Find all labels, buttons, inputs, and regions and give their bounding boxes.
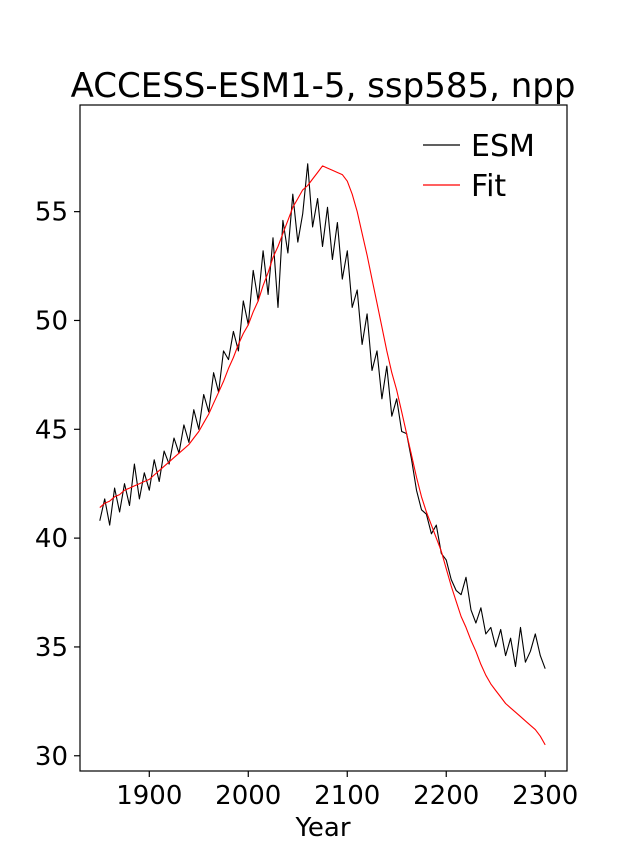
x-tick-label: 2200 — [413, 781, 479, 811]
y-tick-label: 35 — [35, 633, 68, 663]
legend: ESM Fit — [423, 129, 535, 204]
x-tick-label: 2300 — [512, 781, 578, 811]
x-tick-label: 2000 — [215, 781, 281, 811]
y-tick-label: 50 — [35, 306, 68, 336]
x-tick-label: 2100 — [314, 781, 380, 811]
x-axis-label: Year — [294, 813, 350, 843]
legend-label-esm: ESM — [471, 129, 535, 164]
y-tick-label: 45 — [35, 415, 68, 445]
plot-area-frame — [79, 104, 568, 772]
y-tick-label: 40 — [35, 524, 68, 554]
y-tick-label: 30 — [35, 742, 68, 772]
legend-label-fit: Fit — [471, 169, 506, 204]
x-tick-label: 1900 — [116, 781, 182, 811]
series-layer — [99, 163, 546, 746]
x-axis: 1900 2000 2100 2200 2300 — [116, 771, 578, 811]
y-tick-label: 55 — [35, 198, 68, 228]
y-axis: 30 35 40 45 50 55 — [35, 198, 80, 772]
chart-title: ACCESS-ESM1-5, ssp585, npp — [71, 66, 576, 106]
series-line-fit — [99, 165, 546, 746]
series-line-esm — [99, 163, 546, 669]
